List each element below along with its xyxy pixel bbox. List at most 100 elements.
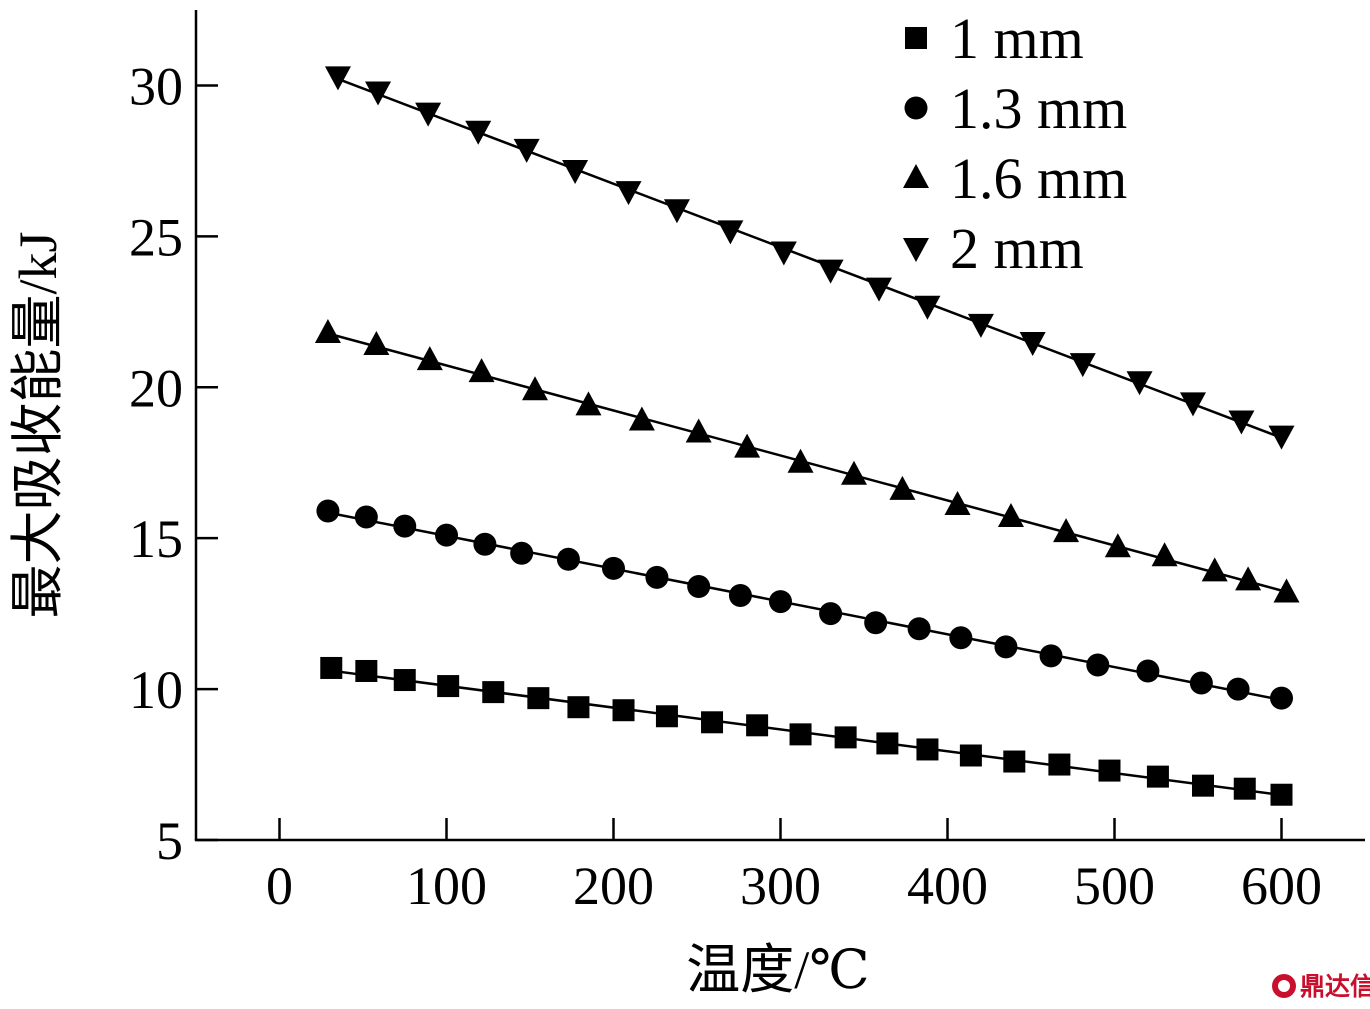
legend: 1 mm1.3 mm1.6 mm2 mm [903, 6, 1127, 281]
data-point [1048, 753, 1071, 776]
data-point [1086, 653, 1110, 677]
data-point [1228, 410, 1255, 435]
data-point [415, 102, 442, 127]
data-point [1226, 677, 1250, 701]
data-point [817, 259, 844, 284]
data-point [1189, 671, 1213, 695]
data-point [612, 699, 635, 722]
data-point [354, 505, 378, 529]
data-point [770, 241, 797, 266]
legend-item: 1.3 mm [904, 76, 1127, 141]
data-point [728, 584, 752, 608]
watermark-text: 鼎达信 [1300, 972, 1370, 1001]
y-tick-label: 20 [129, 358, 183, 418]
data-point [1270, 686, 1293, 710]
data-point [685, 418, 712, 443]
data-point [1104, 533, 1131, 558]
data-point [1053, 518, 1080, 543]
data-point [510, 541, 534, 565]
series-2 [316, 499, 1293, 710]
x-tick-label: 600 [1241, 856, 1322, 916]
legend-item: 1 mm [905, 6, 1084, 71]
data-point [994, 635, 1018, 659]
data-point [1098, 759, 1121, 782]
data-point [393, 514, 417, 538]
data-point [1268, 425, 1295, 450]
data-point [876, 732, 899, 755]
watermark: 鼎达信 [1272, 972, 1370, 1001]
data-point [1069, 353, 1096, 378]
data-point [914, 295, 941, 320]
data-point [314, 318, 341, 343]
data-point [717, 220, 744, 245]
data-point [1019, 332, 1046, 356]
y-tick-label: 15 [129, 509, 183, 569]
data-point [819, 602, 843, 626]
data-point [365, 81, 392, 106]
data-point [575, 391, 602, 416]
x-tick-label: 100 [406, 856, 487, 916]
y-axis-label: 最大吸收能量/kJ [8, 231, 68, 618]
legend-label: 1 mm [950, 6, 1084, 71]
legend-marker [903, 238, 929, 262]
data-point [889, 475, 916, 500]
data-point [997, 503, 1024, 528]
data-point [1179, 392, 1206, 417]
data-point [1201, 557, 1228, 582]
data-point [701, 711, 724, 734]
data-point [363, 331, 390, 356]
data-point [787, 448, 814, 473]
data-point [734, 433, 761, 458]
series-3 [314, 318, 1300, 603]
legend-label: 1.3 mm [950, 76, 1127, 141]
data-point [967, 313, 994, 338]
watermark-logo-inner-icon [1278, 980, 1290, 992]
data-point [959, 744, 982, 767]
data-point [468, 358, 495, 383]
series-fit-line [337, 77, 1282, 439]
data-point [393, 669, 416, 692]
data-point [1151, 542, 1178, 567]
data-point [944, 490, 971, 515]
legend-item: 1.6 mm [903, 146, 1127, 211]
data-point [1273, 578, 1300, 603]
data-point [907, 617, 931, 641]
data-point [655, 705, 678, 728]
data-point [949, 626, 973, 650]
x-tick-label: 200 [573, 856, 654, 916]
data-point [1003, 750, 1026, 773]
data-point [316, 499, 340, 523]
data-point [567, 696, 590, 719]
data-point [864, 611, 888, 635]
data-point [1039, 644, 1063, 668]
series-1 [320, 656, 1293, 806]
data-point [1126, 371, 1153, 396]
data-point [789, 723, 812, 746]
legend-item: 2 mm [903, 216, 1084, 281]
data-point [1136, 659, 1160, 683]
data-point [840, 460, 867, 485]
x-axis-label: 温度/℃ [686, 940, 869, 1000]
data-point [834, 726, 857, 749]
x-tick-label: 400 [907, 856, 988, 916]
data-point [482, 681, 505, 704]
data-point [1235, 566, 1262, 591]
y-tick-label: 5 [156, 811, 183, 871]
x-tick-label: 500 [1074, 856, 1155, 916]
data-point [465, 120, 492, 145]
data-point [746, 714, 769, 737]
legend-label: 1.6 mm [950, 146, 1127, 211]
data-point [527, 687, 550, 710]
data-point [916, 738, 939, 761]
x-tick-label: 0 [266, 856, 293, 916]
data-point [437, 675, 460, 698]
data-point [645, 565, 669, 589]
data-point [355, 659, 378, 682]
data-point [602, 556, 625, 580]
y-tick-label: 25 [129, 207, 183, 267]
x-tick-label: 300 [740, 856, 821, 916]
data-point [687, 574, 711, 598]
data-point [562, 159, 589, 184]
data-point [416, 346, 443, 371]
data-point [1146, 765, 1169, 788]
